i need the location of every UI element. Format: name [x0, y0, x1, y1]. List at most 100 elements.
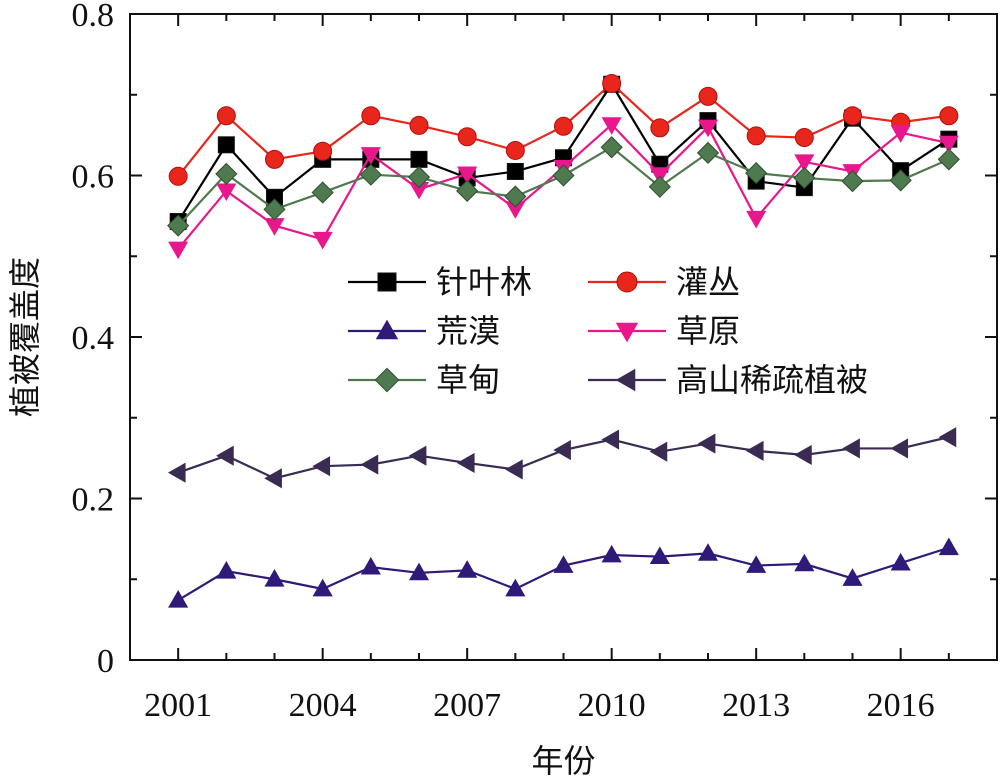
- data-point-series-3: [312, 231, 333, 250]
- data-point-series-1: [698, 86, 718, 106]
- data-point-series-3: [168, 241, 189, 260]
- data-point-series-1: [409, 115, 429, 135]
- data-point-series-4: [793, 166, 816, 190]
- data-point-series-2: [505, 578, 526, 597]
- data-point-series-5: [456, 452, 475, 474]
- data-point-series-1: [457, 127, 477, 147]
- data-point-series-5: [890, 438, 909, 459]
- data-point-series-4: [889, 169, 912, 192]
- data-point-series-1: [265, 149, 284, 169]
- data-point-series-2: [264, 569, 285, 587]
- x-tick-label: 2007: [433, 687, 501, 724]
- data-point-series-3: [938, 135, 959, 154]
- data-point-series-4: [648, 175, 671, 198]
- data-point-series-2: [408, 562, 430, 581]
- data-point-series-2: [697, 543, 719, 561]
- data-point-series-1: [505, 140, 525, 160]
- legend-label-1: 灌丛: [676, 263, 740, 301]
- x-tick-label: 2013: [722, 687, 790, 724]
- data-point-series-3: [457, 166, 478, 185]
- x-tick-label: 2010: [578, 687, 646, 724]
- data-point-series-4: [937, 148, 960, 171]
- data-point-series-5: [794, 444, 812, 465]
- data-point-series-5: [697, 433, 716, 454]
- series-line-3: [177, 123, 950, 250]
- data-point-series-5: [842, 438, 860, 459]
- y-axis-title: 植被覆盖度: [6, 257, 44, 417]
- data-point-series-2: [938, 537, 959, 556]
- legend-label-2: 荒漠: [436, 312, 500, 350]
- data-point-series-1: [746, 126, 766, 146]
- data-point-series-5: [216, 445, 234, 466]
- y-tick-label: 0.2: [72, 482, 115, 519]
- data-point-series-1: [361, 106, 381, 126]
- data-point-series-5: [553, 439, 571, 461]
- data-point-series-1: [168, 166, 188, 186]
- data-point-series-5: [745, 440, 764, 461]
- data-point-series-4: [263, 198, 286, 221]
- data-point-series-1: [602, 73, 622, 93]
- legend-marker-3: [615, 322, 639, 343]
- data-point-series-5: [601, 429, 620, 450]
- data-point-series-5: [264, 468, 282, 489]
- data-point-series-2: [168, 590, 189, 608]
- legend-marker-4: [374, 367, 400, 393]
- x-axis-title: 年份: [531, 742, 595, 780]
- data-point-series-1: [216, 106, 236, 126]
- data-point-series-2: [890, 552, 911, 571]
- legend-marker-5: [615, 368, 636, 392]
- data-point-series-4: [841, 170, 864, 193]
- x-tick-label: 2016: [867, 687, 935, 724]
- legend-marker-0: [377, 272, 397, 292]
- data-point-series-2: [216, 560, 237, 579]
- data-point-series-3: [890, 125, 911, 143]
- data-point-series-4: [696, 141, 720, 164]
- data-point-series-2: [360, 556, 381, 575]
- data-point-series-2: [794, 553, 815, 572]
- data-point-series-4: [215, 162, 238, 185]
- data-point-series-2: [746, 555, 767, 573]
- data-point-series-4: [456, 179, 479, 202]
- data-point-series-3: [746, 210, 767, 229]
- data-point-series-5: [505, 459, 523, 480]
- data-point-series-3: [601, 117, 622, 135]
- data-point-series-4: [504, 185, 527, 208]
- y-tick-label: 0.6: [72, 159, 115, 196]
- data-point-series-5: [938, 427, 957, 448]
- x-tick-label: 2004: [289, 687, 357, 724]
- data-point-series-3: [360, 147, 381, 165]
- legend-label-4: 草甸: [436, 361, 500, 399]
- data-point-series-4: [407, 166, 431, 189]
- data-point-series-5: [408, 445, 427, 466]
- data-point-series-4: [311, 181, 334, 204]
- legend-label-0: 针叶林: [436, 263, 532, 301]
- data-point-series-4: [745, 161, 768, 185]
- data-point-series-2: [842, 568, 863, 586]
- data-point-series-1: [650, 118, 670, 138]
- data-point-series-4: [359, 163, 382, 186]
- data-point-series-0: [506, 162, 524, 180]
- data-point-series-5: [312, 456, 331, 477]
- data-point-series-1: [843, 106, 862, 126]
- data-point-series-5: [360, 454, 379, 475]
- y-tick-label: 0.4: [72, 320, 115, 357]
- legend-label-5: 高山稀疏植被: [676, 361, 868, 399]
- legend-marker-2: [375, 319, 399, 340]
- data-point-series-1: [313, 141, 333, 161]
- data-point-series-2: [312, 578, 333, 597]
- data-point-series-5: [167, 462, 186, 483]
- data-point-series-2: [553, 555, 574, 573]
- data-point-series-5: [649, 441, 668, 462]
- y-tick-label: 0: [97, 643, 114, 680]
- data-point-series-1: [794, 128, 814, 148]
- data-point-series-2: [601, 544, 622, 563]
- data-point-series-0: [410, 150, 428, 168]
- data-point-series-3: [697, 119, 719, 138]
- data-point-series-2: [649, 546, 670, 565]
- data-point-series-3: [794, 154, 815, 172]
- data-point-series-1: [554, 116, 573, 136]
- data-point-series-4: [600, 136, 623, 159]
- y-tick-label: 0.8: [72, 0, 115, 34]
